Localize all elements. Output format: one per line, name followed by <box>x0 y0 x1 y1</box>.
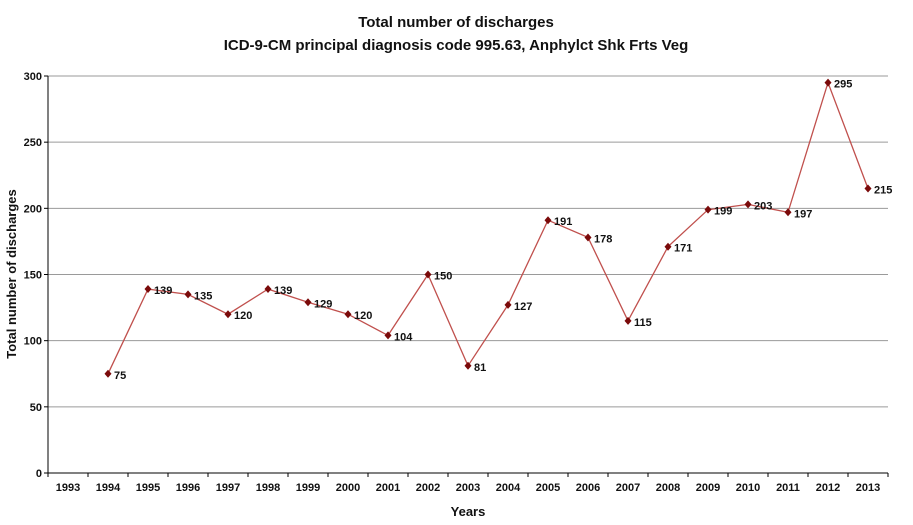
data-label: 139 <box>154 285 172 297</box>
data-point-marker <box>144 285 152 294</box>
data-markers <box>104 78 872 378</box>
data-label: 81 <box>474 362 486 374</box>
x-tick-label: 1993 <box>56 482 80 494</box>
data-point-marker <box>184 290 192 299</box>
data-point-marker <box>224 310 232 319</box>
x-tick-label: 2008 <box>656 482 680 494</box>
data-point-marker <box>104 369 112 378</box>
x-tick-label: 2011 <box>776 482 800 494</box>
x-tick-label: 2012 <box>816 482 840 494</box>
x-tick-label: 2001 <box>376 482 400 494</box>
x-tick-label: 2006 <box>576 482 600 494</box>
x-tick-label: 1995 <box>136 482 160 494</box>
x-tick-label: 1994 <box>96 482 121 494</box>
series-line <box>107 80 869 375</box>
data-label: 150 <box>434 271 452 283</box>
data-point-marker <box>544 216 552 225</box>
data-point-marker <box>824 78 832 87</box>
data-label: 75 <box>114 370 126 382</box>
data-point-marker <box>864 184 872 193</box>
data-label: 120 <box>354 310 372 322</box>
data-label: 178 <box>594 233 612 245</box>
data-point-marker <box>424 270 432 279</box>
y-tick-label: 250 <box>24 137 42 149</box>
y-tick-label: 100 <box>24 336 42 348</box>
y-tick-label: 300 <box>24 71 42 83</box>
data-label: 127 <box>514 301 532 313</box>
data-label: 215 <box>874 184 892 196</box>
x-tick-label: 2007 <box>616 482 640 494</box>
data-label: 135 <box>194 290 212 302</box>
data-point-marker <box>344 310 352 319</box>
chart-subtitle: ICD-9-CM principal diagnosis code 995.63… <box>224 37 689 54</box>
data-label: 171 <box>674 243 692 255</box>
data-label: 115 <box>634 317 652 329</box>
series-discharges <box>107 80 869 375</box>
y-tick-label: 50 <box>30 402 42 414</box>
x-tick-label: 1997 <box>216 482 240 494</box>
x-axis-ticks: 1993 1994 1995 1996 1997 1998 1999 2000 2001 2002… <box>47 473 889 494</box>
gridlines <box>48 75 888 408</box>
data-label: 104 <box>394 331 413 343</box>
x-tick-label: 2013 <box>856 482 880 494</box>
data-point-marker <box>504 300 512 309</box>
y-tick-label: 200 <box>24 203 42 215</box>
x-tick-label: 2000 <box>336 482 360 494</box>
data-point-marker <box>304 298 312 307</box>
x-tick-label: 2003 <box>456 482 480 494</box>
data-point-marker <box>664 242 672 251</box>
data-labels: 75 139 135 120 139 129 120 104 150 81 127 191 178 115… <box>114 79 892 382</box>
x-tick-label: 1998 <box>256 482 280 494</box>
data-point-marker <box>744 200 752 209</box>
chart-title: Total number of discharges <box>358 14 554 31</box>
y-axis-label: Total number of discharges <box>4 189 19 359</box>
data-label: 199 <box>714 206 732 218</box>
data-point-marker <box>784 208 792 217</box>
x-tick-label: 2005 <box>536 482 560 494</box>
data-point-marker <box>464 361 472 370</box>
data-label: 203 <box>754 200 772 212</box>
data-label: 197 <box>794 208 812 220</box>
x-axis-label: Years <box>451 504 486 519</box>
data-point-marker <box>264 285 272 294</box>
data-label: 191 <box>554 216 572 228</box>
x-tick-label: 2004 <box>496 482 521 494</box>
data-point-marker <box>704 205 712 214</box>
data-label: 129 <box>314 298 332 310</box>
data-label: 295 <box>834 79 852 91</box>
data-point-marker <box>584 233 592 242</box>
data-point-marker <box>624 316 632 325</box>
x-tick-label: 2009 <box>696 482 720 494</box>
data-label: 139 <box>274 285 292 297</box>
data-label: 120 <box>234 310 252 322</box>
x-tick-label: 2010 <box>736 482 760 494</box>
x-tick-label: 2002 <box>416 482 440 494</box>
y-tick-label: 150 <box>24 270 42 282</box>
x-tick-label: 1996 <box>176 482 200 494</box>
y-axis-ticks: 0 50 100 150 200 250 300 <box>24 71 48 480</box>
y-tick-label: 0 <box>36 468 42 480</box>
data-point-marker <box>384 331 392 340</box>
x-tick-label: 1999 <box>296 482 320 494</box>
